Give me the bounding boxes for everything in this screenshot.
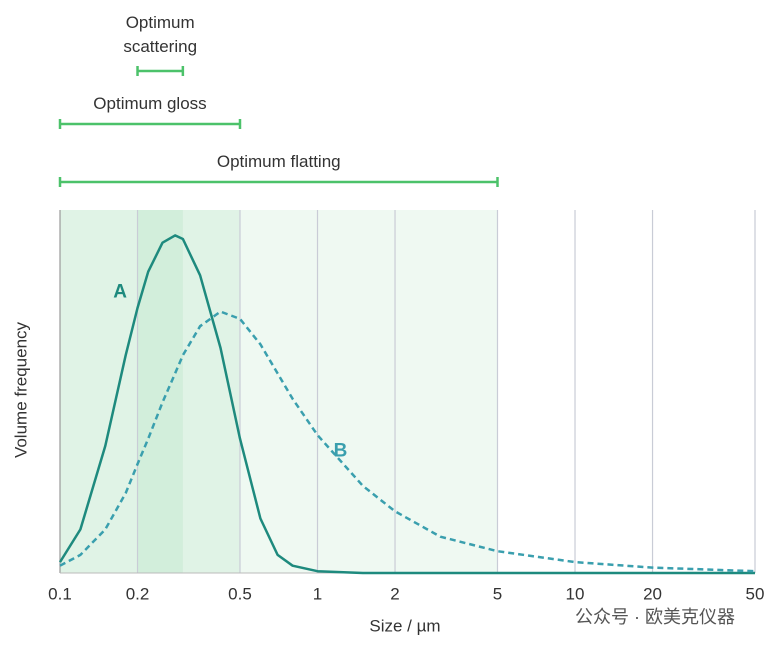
y-axis-label: Volume frequency [11, 321, 30, 458]
x-tick-label: 0.2 [126, 584, 150, 603]
series-line [58, 234, 755, 575]
range-bar [58, 177, 499, 187]
x-tick-label: 50 [746, 584, 765, 603]
range-bar [58, 119, 242, 129]
series-label: B [334, 441, 348, 462]
x-tick-label: 1 [313, 584, 322, 603]
x-tick-label: 0.1 [48, 584, 72, 603]
range-label: Optimum scattering [123, 13, 198, 56]
range-bar [136, 66, 185, 76]
watermark: 公众号 · 欧美克仪器 [575, 607, 735, 627]
x-tick-label: 20 [643, 584, 662, 603]
x-tick-label: 5 [493, 584, 502, 603]
range-label: Optimum gloss [93, 94, 207, 113]
range-label: Optimum flatting [216, 152, 341, 171]
series-line [59, 310, 756, 573]
x-axis-label: Size / µm [369, 616, 440, 635]
series-label: A [113, 281, 127, 302]
range-shade [137, 210, 183, 573]
x-tick-label: 0.5 [228, 584, 252, 603]
range-shade [60, 210, 498, 573]
x-tick-label: 2 [390, 584, 399, 603]
x-tick-label: 10 [566, 584, 585, 603]
